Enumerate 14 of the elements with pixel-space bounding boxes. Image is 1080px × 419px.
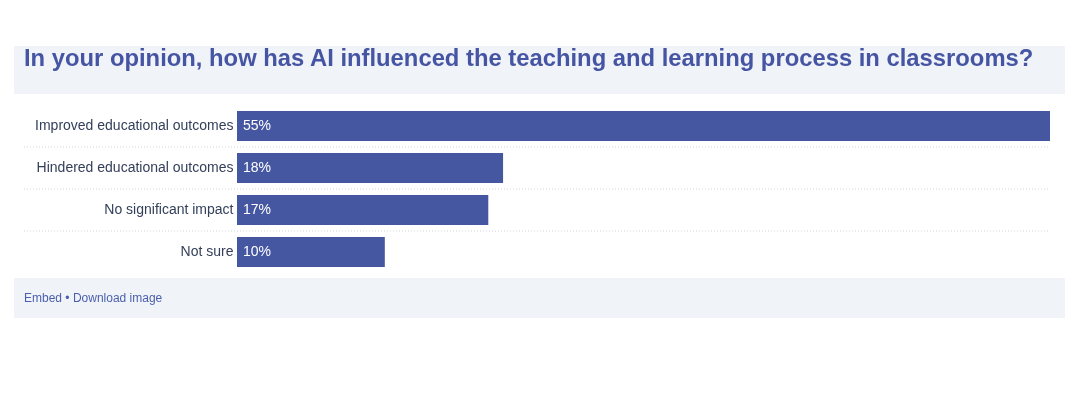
bar — [237, 237, 385, 267]
data-label: 18% — [243, 159, 272, 175]
y-tick-label: Not sure — [180, 243, 234, 259]
data-label: 55% — [243, 117, 272, 133]
bar — [237, 153, 504, 183]
data-label: 17% — [243, 201, 272, 217]
bar — [237, 111, 1050, 141]
chart-title: In your opinion, how has AI influenced the teaching and learning process in classrooms? — [24, 44, 1034, 72]
text: Embed • Download image — [24, 291, 163, 305]
y-tick-label: Hindered educational outcomes — [36, 159, 234, 175]
bar — [237, 195, 489, 225]
data-label: 10% — [243, 243, 272, 259]
y-tick-label: Improved educational outcomes — [35, 117, 234, 133]
y-tick-label: No significant impact — [104, 201, 234, 217]
